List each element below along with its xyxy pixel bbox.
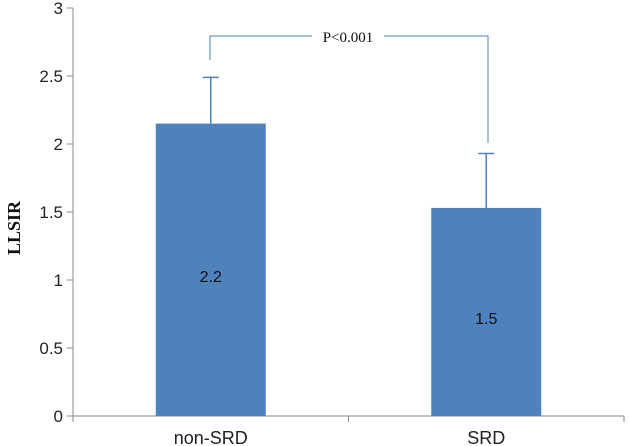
bracket-line-left [209,35,312,60]
category-label: non-SRD [174,428,248,446]
y-tick-label: 1.5 [39,203,63,222]
y-tick-label: 3 [54,0,63,18]
y-tick-label: 2.5 [39,67,63,86]
y-tick-label: 1 [54,271,63,290]
significance-bracket: P<0.001 [209,30,489,143]
category-labels: non-SRD SRD [174,428,506,446]
bar-value-labels: 2.2 1.5 [200,269,498,328]
axes [72,8,624,417]
y-ticks: 0 0.5 1 1.5 2 2.5 3 [39,0,73,426]
y-tick-label: 2 [54,135,63,154]
bracket-line-right [384,35,489,143]
x-ticks [72,416,625,422]
p-value-annotation: P<0.001 [323,30,374,46]
error-bars [202,76,495,208]
y-axis-title: LLSIR [4,200,24,255]
y-tick-label: 0.5 [39,339,63,358]
bar [431,207,542,416]
bar [155,123,266,416]
bar-value-label: 2.2 [200,269,222,286]
category-label: SRD [467,428,505,446]
y-tick-label: 0 [54,407,63,426]
bars [155,123,542,416]
bar-value-label: 1.5 [475,311,497,328]
